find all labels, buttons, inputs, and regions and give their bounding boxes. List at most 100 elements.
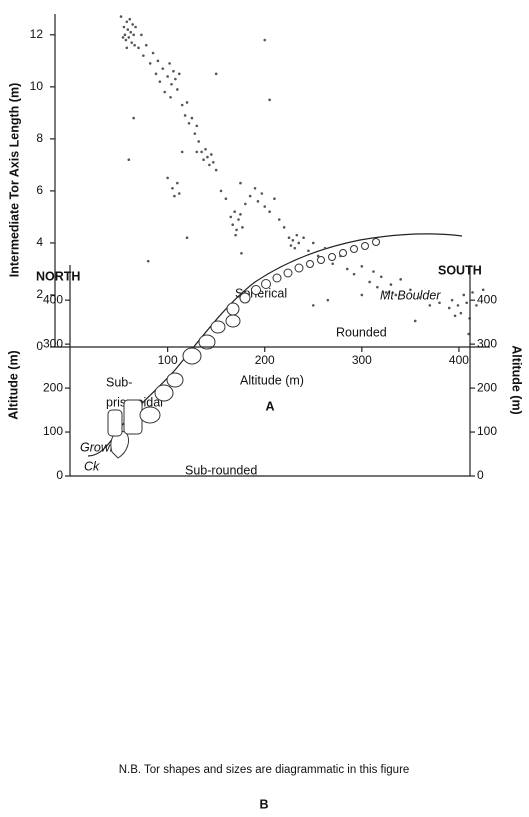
data-point (379, 275, 383, 279)
data-point (185, 236, 189, 240)
data-point (234, 233, 237, 237)
y-tick-label: 400 (43, 292, 63, 306)
north-label: NORTH (36, 269, 80, 283)
data-point (163, 90, 167, 94)
data-point (394, 293, 398, 297)
data-point (268, 98, 271, 102)
y-tick-label: 4 (36, 235, 43, 249)
data-point (289, 244, 293, 247)
data-point (447, 306, 451, 310)
shape-label: Rounded (336, 325, 387, 339)
x-tick-label: 100 (158, 353, 178, 367)
shape-label: Sub- (106, 375, 132, 389)
data-point (471, 291, 474, 294)
data-point (134, 25, 137, 29)
data-point (316, 254, 320, 258)
data-point (235, 228, 238, 232)
tor (182, 347, 202, 365)
y-axis-label: Altitude (m) (6, 350, 20, 419)
data-point (241, 226, 244, 229)
data-point (158, 80, 162, 83)
data-point (345, 267, 349, 271)
tor (350, 245, 358, 253)
y-tick-label: 100 (43, 424, 63, 438)
data-point (368, 280, 371, 284)
y2-tick-label: 300 (477, 336, 497, 350)
tor (225, 314, 241, 328)
data-point (376, 285, 379, 289)
y-tick-label: 2 (36, 287, 43, 301)
tor (294, 263, 304, 273)
data-point (174, 77, 177, 81)
y-tick-label: 6 (36, 183, 43, 197)
data-point (137, 46, 140, 50)
y-tick-label: 200 (43, 380, 63, 394)
data-point (210, 153, 213, 156)
data-point (176, 88, 179, 91)
y-tick-label: 8 (36, 131, 43, 145)
y-tick-label: 0 (36, 339, 43, 353)
data-point (244, 202, 247, 206)
data-point (229, 215, 233, 219)
data-point (239, 181, 242, 185)
note: N.B. Tor shapes and sizes are diagrammat… (119, 764, 410, 776)
data-point (384, 291, 388, 294)
tor (198, 334, 216, 350)
data-point (360, 293, 364, 297)
data-point (293, 246, 297, 250)
tor (372, 238, 380, 246)
data-point (132, 33, 135, 37)
data-point (295, 233, 299, 237)
data-point (214, 72, 218, 76)
data-point (156, 59, 160, 63)
data-point (128, 17, 132, 21)
y-axis-label: Intermediate Tor Axis Length (m) (7, 83, 21, 277)
data-point (166, 75, 169, 78)
data-point (307, 249, 310, 253)
data-point (206, 155, 209, 159)
data-point (127, 36, 131, 39)
y2-tick-label: 0 (477, 468, 484, 482)
tor (251, 285, 261, 295)
x-tick-label: 200 (255, 353, 275, 367)
data-point (129, 30, 133, 34)
y-tick-label: 12 (30, 27, 44, 41)
tor (107, 409, 123, 437)
data-point (142, 54, 145, 57)
y-tick-label: 10 (30, 79, 44, 93)
data-point (253, 187, 257, 190)
tor-shapes (107, 238, 380, 459)
data-point (127, 158, 131, 161)
tor (339, 249, 347, 257)
y2-axis-label: Altitude (m) (510, 345, 524, 414)
x-axis-label: Altitude (m) (240, 373, 304, 387)
data-point (311, 304, 315, 307)
data-point (125, 46, 129, 50)
tor (123, 399, 143, 435)
data-point (453, 314, 457, 318)
data-point (123, 33, 127, 37)
data-point (311, 241, 315, 245)
data-point (197, 140, 201, 143)
south-label: SOUTH (438, 263, 482, 277)
data-point (302, 236, 305, 240)
data-point (214, 168, 218, 172)
tor (226, 302, 240, 316)
data-point (200, 150, 203, 154)
data-point (263, 38, 267, 42)
data-point (146, 259, 150, 263)
y2-tick-label: 200 (477, 380, 497, 394)
data-point (360, 265, 364, 268)
data-point (467, 332, 470, 336)
data-point (224, 197, 228, 201)
data-point (256, 200, 260, 203)
data-point (481, 288, 485, 292)
data-point (133, 43, 136, 47)
data-point (124, 38, 128, 42)
data-point (240, 252, 243, 255)
data-point (161, 67, 165, 70)
data-point (399, 278, 402, 281)
y2-tick-label: 400 (477, 292, 497, 306)
tor (317, 256, 325, 264)
data-point (176, 181, 179, 185)
